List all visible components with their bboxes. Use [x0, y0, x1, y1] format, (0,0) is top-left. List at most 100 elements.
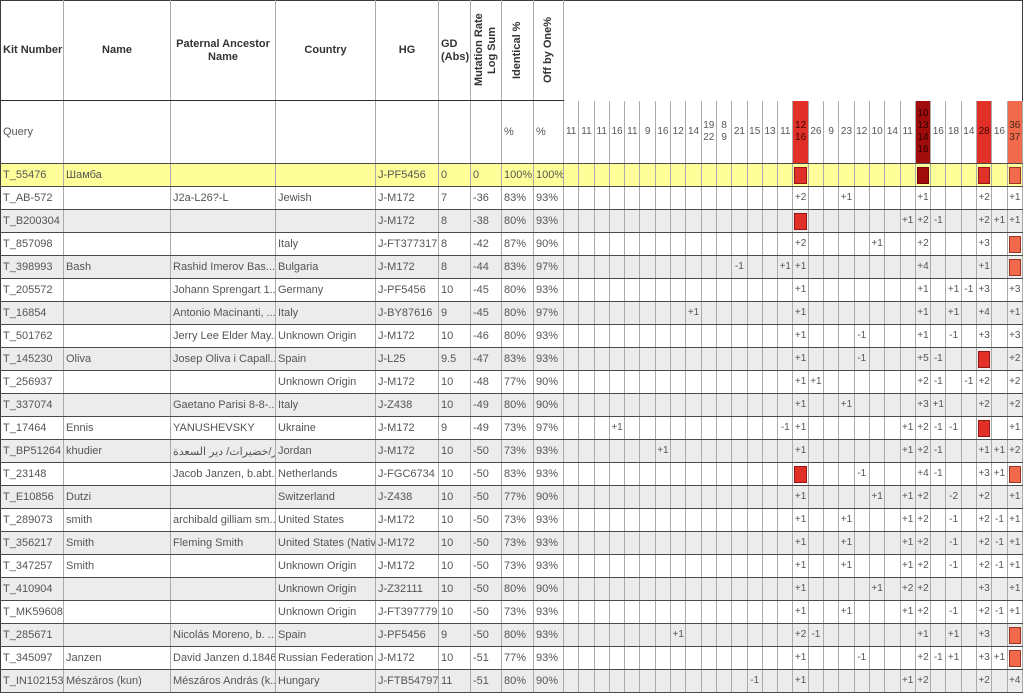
- marker-cell-CDY: +1: [1007, 186, 1024, 210]
- marker-cell-DYS460: [869, 301, 886, 325]
- mut-cell: -45: [470, 301, 502, 325]
- marker-cell-DYS460: [869, 163, 886, 187]
- marker-cell-DYS570: -1: [945, 324, 962, 348]
- marker-cell-DYS456: [930, 508, 947, 532]
- country-cell: Ukraine: [275, 416, 376, 440]
- marker-cell-DYS392: [624, 232, 641, 256]
- marker-cell-DYS426: [563, 301, 580, 325]
- marker-cell-DYS426: [563, 439, 580, 463]
- marker-cell-DYS19: [747, 278, 763, 302]
- mut-cell: -50: [470, 508, 502, 532]
- marker-cell-DYS447: [808, 186, 825, 210]
- marker-cell-DYS393: [670, 347, 687, 371]
- marker-cell-Y-GATA-H4: [777, 462, 794, 486]
- marker-cell-DYS426: [563, 347, 580, 371]
- marker-cell-DYS454: [594, 278, 610, 302]
- marker-cell-YCAII: [701, 416, 717, 440]
- marker-cell-DYS385: +1: [792, 278, 809, 302]
- identical-cell: 80%: [501, 669, 534, 693]
- marker-cell-DYS455: [578, 209, 595, 233]
- marker-cell-YCAII: [701, 531, 717, 555]
- marker-cell-DYS458: [961, 301, 978, 325]
- marker-cell-Y-GATA-H4: [777, 439, 794, 463]
- marker-cell-DYS439: +1: [900, 485, 916, 509]
- marker-cell-YCAII: [701, 209, 717, 233]
- marker-cell-DYS426: [563, 278, 580, 302]
- marker-cell-DYS426: [563, 255, 580, 279]
- marker-cell-DYS390: [838, 439, 855, 463]
- marker-cell-DYS389ii-i: [655, 232, 672, 256]
- kit-cell: T_E10856: [0, 485, 64, 509]
- country-cell: [275, 100, 376, 164]
- marker-cell-DYS455: [578, 646, 595, 670]
- marker-cell-DYS388: [609, 393, 626, 417]
- ancestor-cell: Antonio Macinanti, ...: [170, 301, 276, 325]
- marker-cell-DYS449: +2: [976, 554, 993, 578]
- marker-cell-DYS459: [716, 163, 733, 187]
- marker-box: [1008, 235, 1021, 253]
- marker-cell-YCAII: [701, 347, 717, 371]
- marker-cell-DYS426: [563, 209, 580, 233]
- marker-cell-DYS389i: [762, 163, 779, 187]
- marker-cell-DYS576: [991, 232, 1008, 256]
- country-cell: Jordan: [275, 439, 376, 463]
- gd-cell: 9: [438, 623, 471, 647]
- ancestor-cell: Mészáros András (k...: [170, 669, 276, 693]
- marker-cell-DYS607: [884, 393, 901, 417]
- name-cell: Ennis: [63, 416, 171, 440]
- marker-cell-DYS442: [854, 278, 870, 302]
- marker-box: [978, 166, 991, 184]
- marker-cell-DYS390: +1: [838, 531, 855, 555]
- marker-cell-DYS570: +1: [945, 646, 962, 670]
- marker-cell-DYS389i: [762, 347, 779, 371]
- identical-cell: 73%: [501, 416, 534, 440]
- marker-cell-DYS449: +1: [976, 255, 993, 279]
- marker-cell-Y-GATA-H4: [777, 232, 794, 256]
- marker-cell-DYS442: [854, 393, 870, 417]
- query-marker-DYS389i: 13: [762, 100, 779, 164]
- name-cell: Smith: [63, 554, 171, 578]
- marker-cell-DYS393: [670, 439, 687, 463]
- marker-cell-DYS439: [900, 370, 916, 394]
- kit-cell: T_16854: [0, 301, 64, 325]
- identical-cell: 80%: [501, 209, 534, 233]
- marker-cell-DYS570: [945, 186, 962, 210]
- gd-cell: 10: [438, 324, 471, 348]
- kit-cell: T_256937: [0, 370, 64, 394]
- marker-cell-DYS458: [961, 209, 978, 233]
- marker-cell-DYS437: [685, 186, 702, 210]
- marker-cell-DYS459: [716, 439, 733, 463]
- marker-cell-DYS455: [578, 186, 595, 210]
- marker-cell-DYS438: [639, 278, 656, 302]
- hg-cell: J-M172: [375, 370, 439, 394]
- marker-cell-DYS19: [747, 163, 763, 187]
- off-cell: 90%: [533, 393, 564, 417]
- marker-cell-DYS458: [961, 439, 978, 463]
- marker-cell-YCAII: [701, 646, 717, 670]
- marker-cell-DYS385: +1: [792, 416, 809, 440]
- marker-cell-DYS389i: [762, 623, 779, 647]
- identical-cell: 83%: [501, 186, 534, 210]
- marker-cell-DYS437: [685, 232, 702, 256]
- marker-cell-DYS19: [747, 623, 763, 647]
- marker-cell-YCAII: [701, 324, 717, 348]
- marker-cell-DYS388: [609, 623, 626, 647]
- marker-cell-DYS458: [961, 554, 978, 578]
- marker-cell-DYS447: +1: [808, 370, 825, 394]
- marker-cell-DYS389ii-i: [655, 301, 672, 325]
- ancestor-cell: [170, 163, 276, 187]
- marker-cell-DYS390: [838, 462, 855, 486]
- query-marker-DYS392: 11: [624, 100, 641, 164]
- marker-cell-DYS389i: [762, 485, 779, 509]
- marker-cell-DYS454: [594, 370, 610, 394]
- table-row: T_MK59608 Unknown Origin J-FT397779 10 -50 73…: [0, 600, 1024, 624]
- query-marker-DYS458: 14: [961, 100, 978, 164]
- marker-cell-DYS456: -1: [930, 416, 947, 440]
- marker-cell-DYS388: [609, 485, 626, 509]
- ancestor-cell: [170, 100, 276, 164]
- marker-cell-Y-GATA-H4: [777, 669, 794, 693]
- hg-cell: J-FT397779: [375, 600, 439, 624]
- marker-cell-DYS464: +2: [915, 669, 932, 693]
- marker-cell-DYS437: [685, 531, 702, 555]
- marker-cell-YCAII: [701, 232, 717, 256]
